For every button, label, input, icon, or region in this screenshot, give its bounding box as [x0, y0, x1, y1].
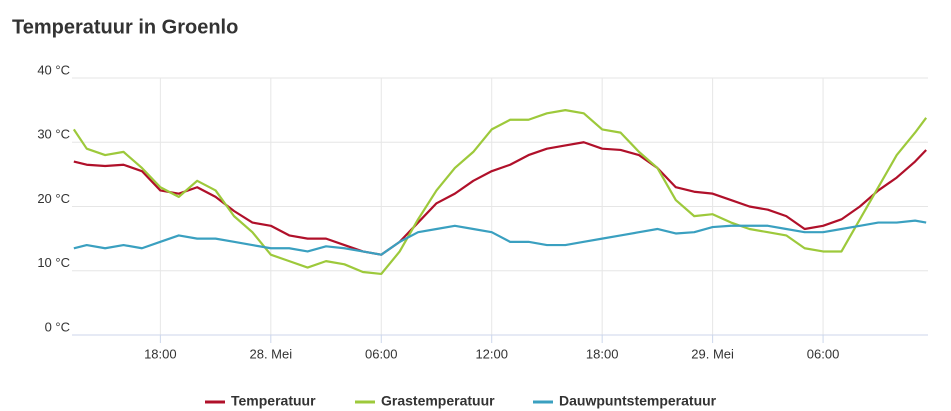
legend-label: Dauwpuntstemperatuur	[559, 393, 717, 409]
x-tick-label: 18:00	[586, 346, 619, 361]
x-tick-label: 28. Mei	[249, 346, 292, 361]
chart-title: Temperatuur in Groenlo	[12, 16, 238, 38]
x-tick-label: 06:00	[807, 346, 840, 361]
y-tick-label: 40 °C	[37, 62, 70, 77]
legend-label: Temperatuur	[231, 393, 316, 409]
series-line	[73, 219, 927, 256]
y-tick-label: 0 °C	[45, 319, 70, 334]
y-tick-label: 10 °C	[37, 255, 70, 270]
x-tick-label: 29. Mei	[691, 346, 734, 361]
series-line	[73, 141, 927, 256]
x-tick-label: 18:00	[144, 346, 177, 361]
x-tick-label: 12:00	[475, 346, 508, 361]
y-tick-label: 30 °C	[37, 127, 70, 142]
legend-label: Grastemperatuur	[381, 393, 495, 409]
series-line	[72, 109, 928, 276]
x-tick-label: 06:00	[365, 346, 398, 361]
y-tick-label: 20 °C	[37, 191, 70, 206]
